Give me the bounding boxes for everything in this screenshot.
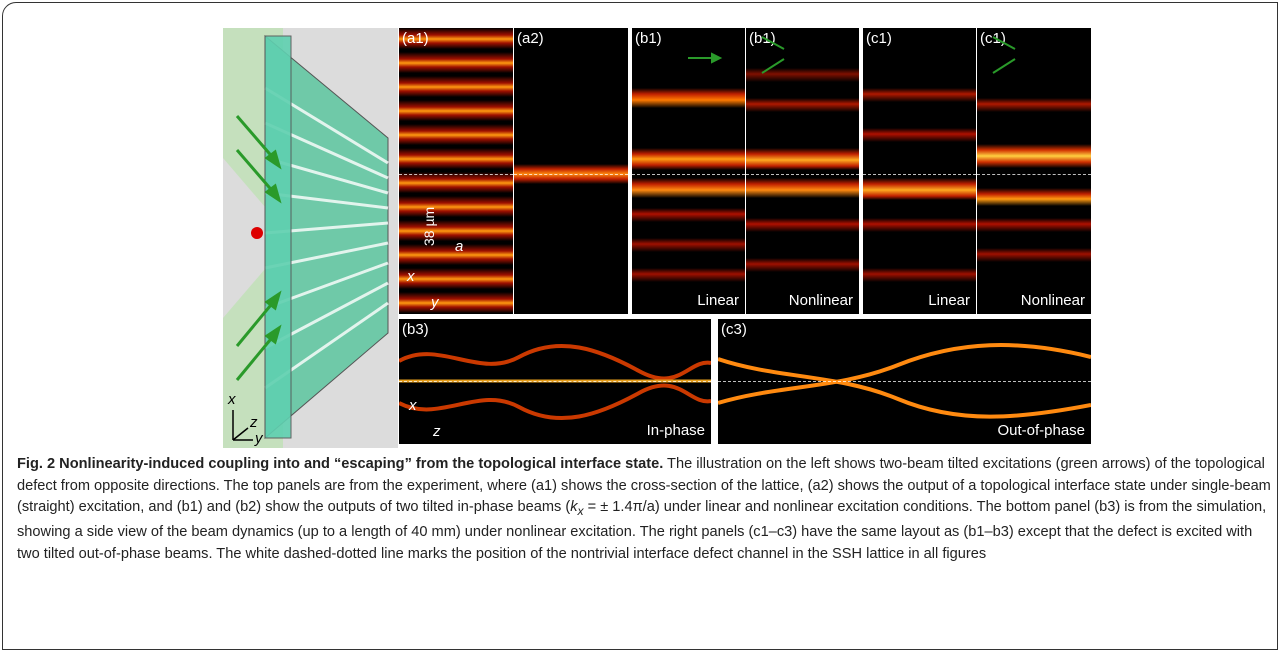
condition-label: Out-of-phase [997, 422, 1085, 439]
tilt-arrows [688, 36, 1016, 74]
panel-label: (b1) [635, 30, 662, 47]
panel-label: (c1) [980, 30, 1006, 47]
condition-label: In-phase [646, 422, 705, 439]
panel: (c3) Out-of-phase [718, 319, 1091, 444]
panel-label: (c1) [866, 30, 892, 47]
caption-title: Fig. 2 Nonlinearity-induced coupling int… [17, 456, 664, 472]
panel: (a2) [514, 28, 628, 314]
caption-math: k [570, 499, 578, 515]
caption-math: = ± 1.4π/a [583, 499, 655, 515]
panel: (c1) Linear [863, 28, 976, 314]
panel: (b3) x z In-phase [399, 319, 711, 444]
scale-label: 38 µm [421, 206, 437, 246]
panel: (a1) 38 µm a x y [399, 28, 513, 314]
axis-label: x [227, 391, 236, 408]
condition-label: Nonlinear [788, 292, 853, 309]
panel-label: (a1) [402, 30, 429, 47]
caption: Fig. 2 Nonlinearity-induced coupling int… [17, 454, 1273, 565]
axis-label: z [249, 414, 258, 431]
axis-label: z [433, 423, 441, 440]
condition-label: Linear [928, 292, 970, 309]
caption-math: x [577, 503, 584, 518]
axis-label: x [409, 397, 417, 414]
panel-label: (c3) [721, 321, 747, 338]
caption-text: The illustration on the left shows two-b… [17, 456, 1271, 515]
panel-label: (b1) [749, 30, 776, 47]
panel: (b1) Nonlinear [746, 28, 859, 314]
axis-label: x [407, 268, 415, 285]
period-label: a [455, 238, 464, 255]
axis-label: y [431, 294, 439, 311]
axis-label: y [254, 430, 264, 447]
illustration: x y z [223, 28, 398, 448]
condition-label: Nonlinear [1020, 292, 1085, 309]
panel: (c1) Nonlinear [977, 28, 1091, 314]
panel: (b1) Linear [632, 28, 745, 314]
condition-label: Linear [697, 292, 739, 309]
panel-label: (b3) [402, 321, 429, 338]
caption-text: ) under linear and nonlinear excitation … [17, 499, 1267, 562]
panel-label: (a2) [517, 30, 544, 47]
